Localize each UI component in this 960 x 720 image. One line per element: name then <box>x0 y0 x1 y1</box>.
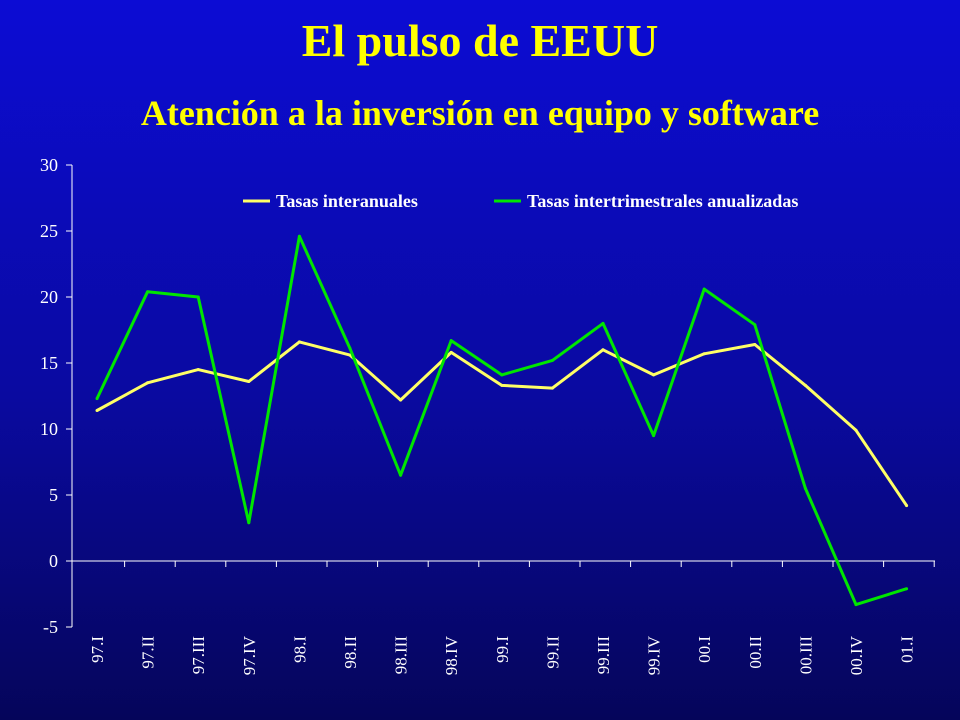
data-point <box>652 373 656 377</box>
y-tick-label: 5 <box>49 485 58 505</box>
x-tick-label: 97.III <box>189 636 208 675</box>
data-point <box>399 473 403 477</box>
x-tick-label: 00.III <box>796 636 815 675</box>
y-tick-label: 20 <box>40 287 58 307</box>
data-point <box>803 383 807 387</box>
data-point <box>905 504 909 508</box>
data-point <box>500 373 504 377</box>
data-point <box>247 380 251 383</box>
x-tick-label: 99.IV <box>645 635 664 675</box>
data-point <box>601 321 605 325</box>
legend-label: Tasas intertrimestrales anualizadas <box>527 191 798 211</box>
data-point <box>449 339 453 343</box>
data-point <box>550 386 554 390</box>
data-point <box>449 350 453 354</box>
x-tick-label: 98.III <box>392 636 411 675</box>
x-tick-label: 98.I <box>290 636 309 663</box>
data-point <box>95 409 99 412</box>
x-tick-label: 99.I <box>493 636 512 663</box>
data-point <box>297 340 301 344</box>
data-point <box>702 352 706 356</box>
data-point <box>196 368 200 372</box>
data-point <box>95 397 99 401</box>
data-point <box>399 398 403 402</box>
data-point <box>247 521 251 525</box>
series-line-2 <box>95 234 908 607</box>
x-tick-label: 00.IV <box>847 635 866 675</box>
data-point <box>196 295 200 299</box>
x-tick-label: 00.I <box>695 636 714 663</box>
data-point <box>500 383 504 387</box>
x-tick-label: 99.II <box>543 636 562 669</box>
y-tick-label: 15 <box>40 353 58 373</box>
chart-series <box>95 234 909 607</box>
data-point <box>550 358 554 362</box>
chart-subtitle: Atención a la inversión en equipo y soft… <box>140 93 820 133</box>
y-tick-label: -5 <box>43 617 58 637</box>
x-tick-label: 00.II <box>746 636 765 669</box>
x-tick-label: 98.II <box>341 636 360 669</box>
data-point <box>652 434 656 438</box>
chart-axes: -5 0 5 10 15 20 25 30 97.I 97.II 97.III 97.IV 98.I 98… <box>40 155 935 675</box>
y-tick-label: 10 <box>40 419 58 439</box>
data-point <box>601 348 605 352</box>
data-point <box>297 234 301 238</box>
legend-label: Tasas interanuales <box>276 191 418 211</box>
data-point <box>753 343 757 346</box>
x-tick-label: 97.IV <box>240 635 259 675</box>
x-tick-label: 98.IV <box>442 635 461 675</box>
data-point <box>803 486 807 490</box>
chart-title: El pulso de EEUU <box>301 15 659 66</box>
x-tick-label: 97.II <box>139 636 158 669</box>
data-point <box>854 603 858 607</box>
x-tick-label: 01.I <box>898 636 917 663</box>
data-point <box>348 347 352 350</box>
x-tick-label: 97.I <box>88 636 107 663</box>
data-point <box>146 290 150 294</box>
data-point <box>905 587 909 591</box>
data-point <box>702 287 706 291</box>
y-tick-label: 25 <box>40 221 58 241</box>
chart-legend: Tasas interanuales Tasas intertrimestrale… <box>243 191 798 211</box>
data-point <box>854 428 858 432</box>
data-point <box>753 323 757 327</box>
x-tick-label: 99.III <box>594 636 613 675</box>
data-point <box>146 381 150 385</box>
y-tick-label: 30 <box>40 155 58 175</box>
y-tick-label: 0 <box>49 551 58 571</box>
